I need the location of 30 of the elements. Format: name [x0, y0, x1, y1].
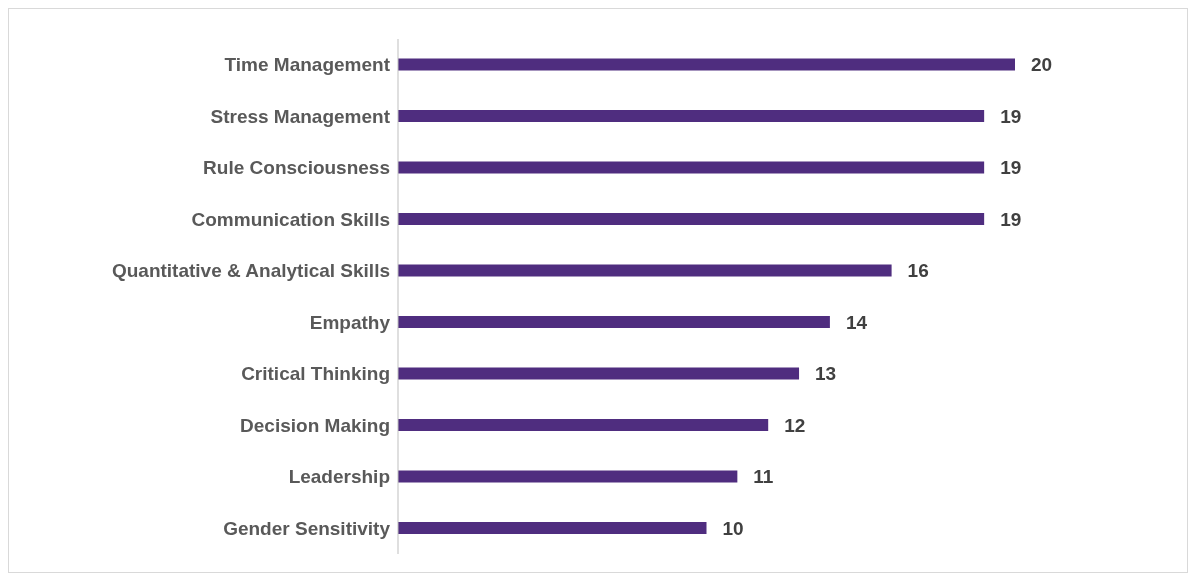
- bar: [398, 367, 800, 380]
- y-tick-label: Critical Thinking: [241, 363, 390, 385]
- data-label: 12: [784, 414, 806, 436]
- bar: [398, 161, 985, 174]
- data-label: 19: [1000, 105, 1022, 127]
- data-label: 19: [1000, 157, 1022, 179]
- bar: [398, 58, 1015, 71]
- bar: [398, 110, 985, 123]
- y-tick-label: Quantitative & Analytical Skills: [111, 260, 390, 282]
- data-label: 13: [815, 363, 837, 385]
- data-label: 19: [1000, 208, 1022, 230]
- y-tick-label: Rule Consciousness: [203, 157, 390, 179]
- data-label: 11: [753, 466, 774, 488]
- data-label: 14: [845, 311, 868, 333]
- bar: [398, 264, 892, 277]
- y-tick-label: Empathy: [309, 311, 391, 333]
- bar: [398, 213, 985, 226]
- y-tick-label: Communication Skills: [191, 208, 390, 230]
- data-label: 10: [722, 517, 744, 539]
- data-label: 20: [1031, 54, 1053, 76]
- bar: [398, 316, 830, 329]
- bar: [398, 470, 738, 483]
- y-tick-label: Time Management: [224, 54, 391, 76]
- y-tick-label: Decision Making: [240, 414, 390, 436]
- bar: [398, 522, 707, 535]
- y-tick-label: Gender Sensitivity: [223, 517, 391, 539]
- y-tick-label: Leadership: [288, 466, 390, 488]
- y-tick-label: Stress Management: [210, 106, 391, 127]
- bar: [398, 419, 769, 432]
- data-label: 16: [907, 260, 929, 282]
